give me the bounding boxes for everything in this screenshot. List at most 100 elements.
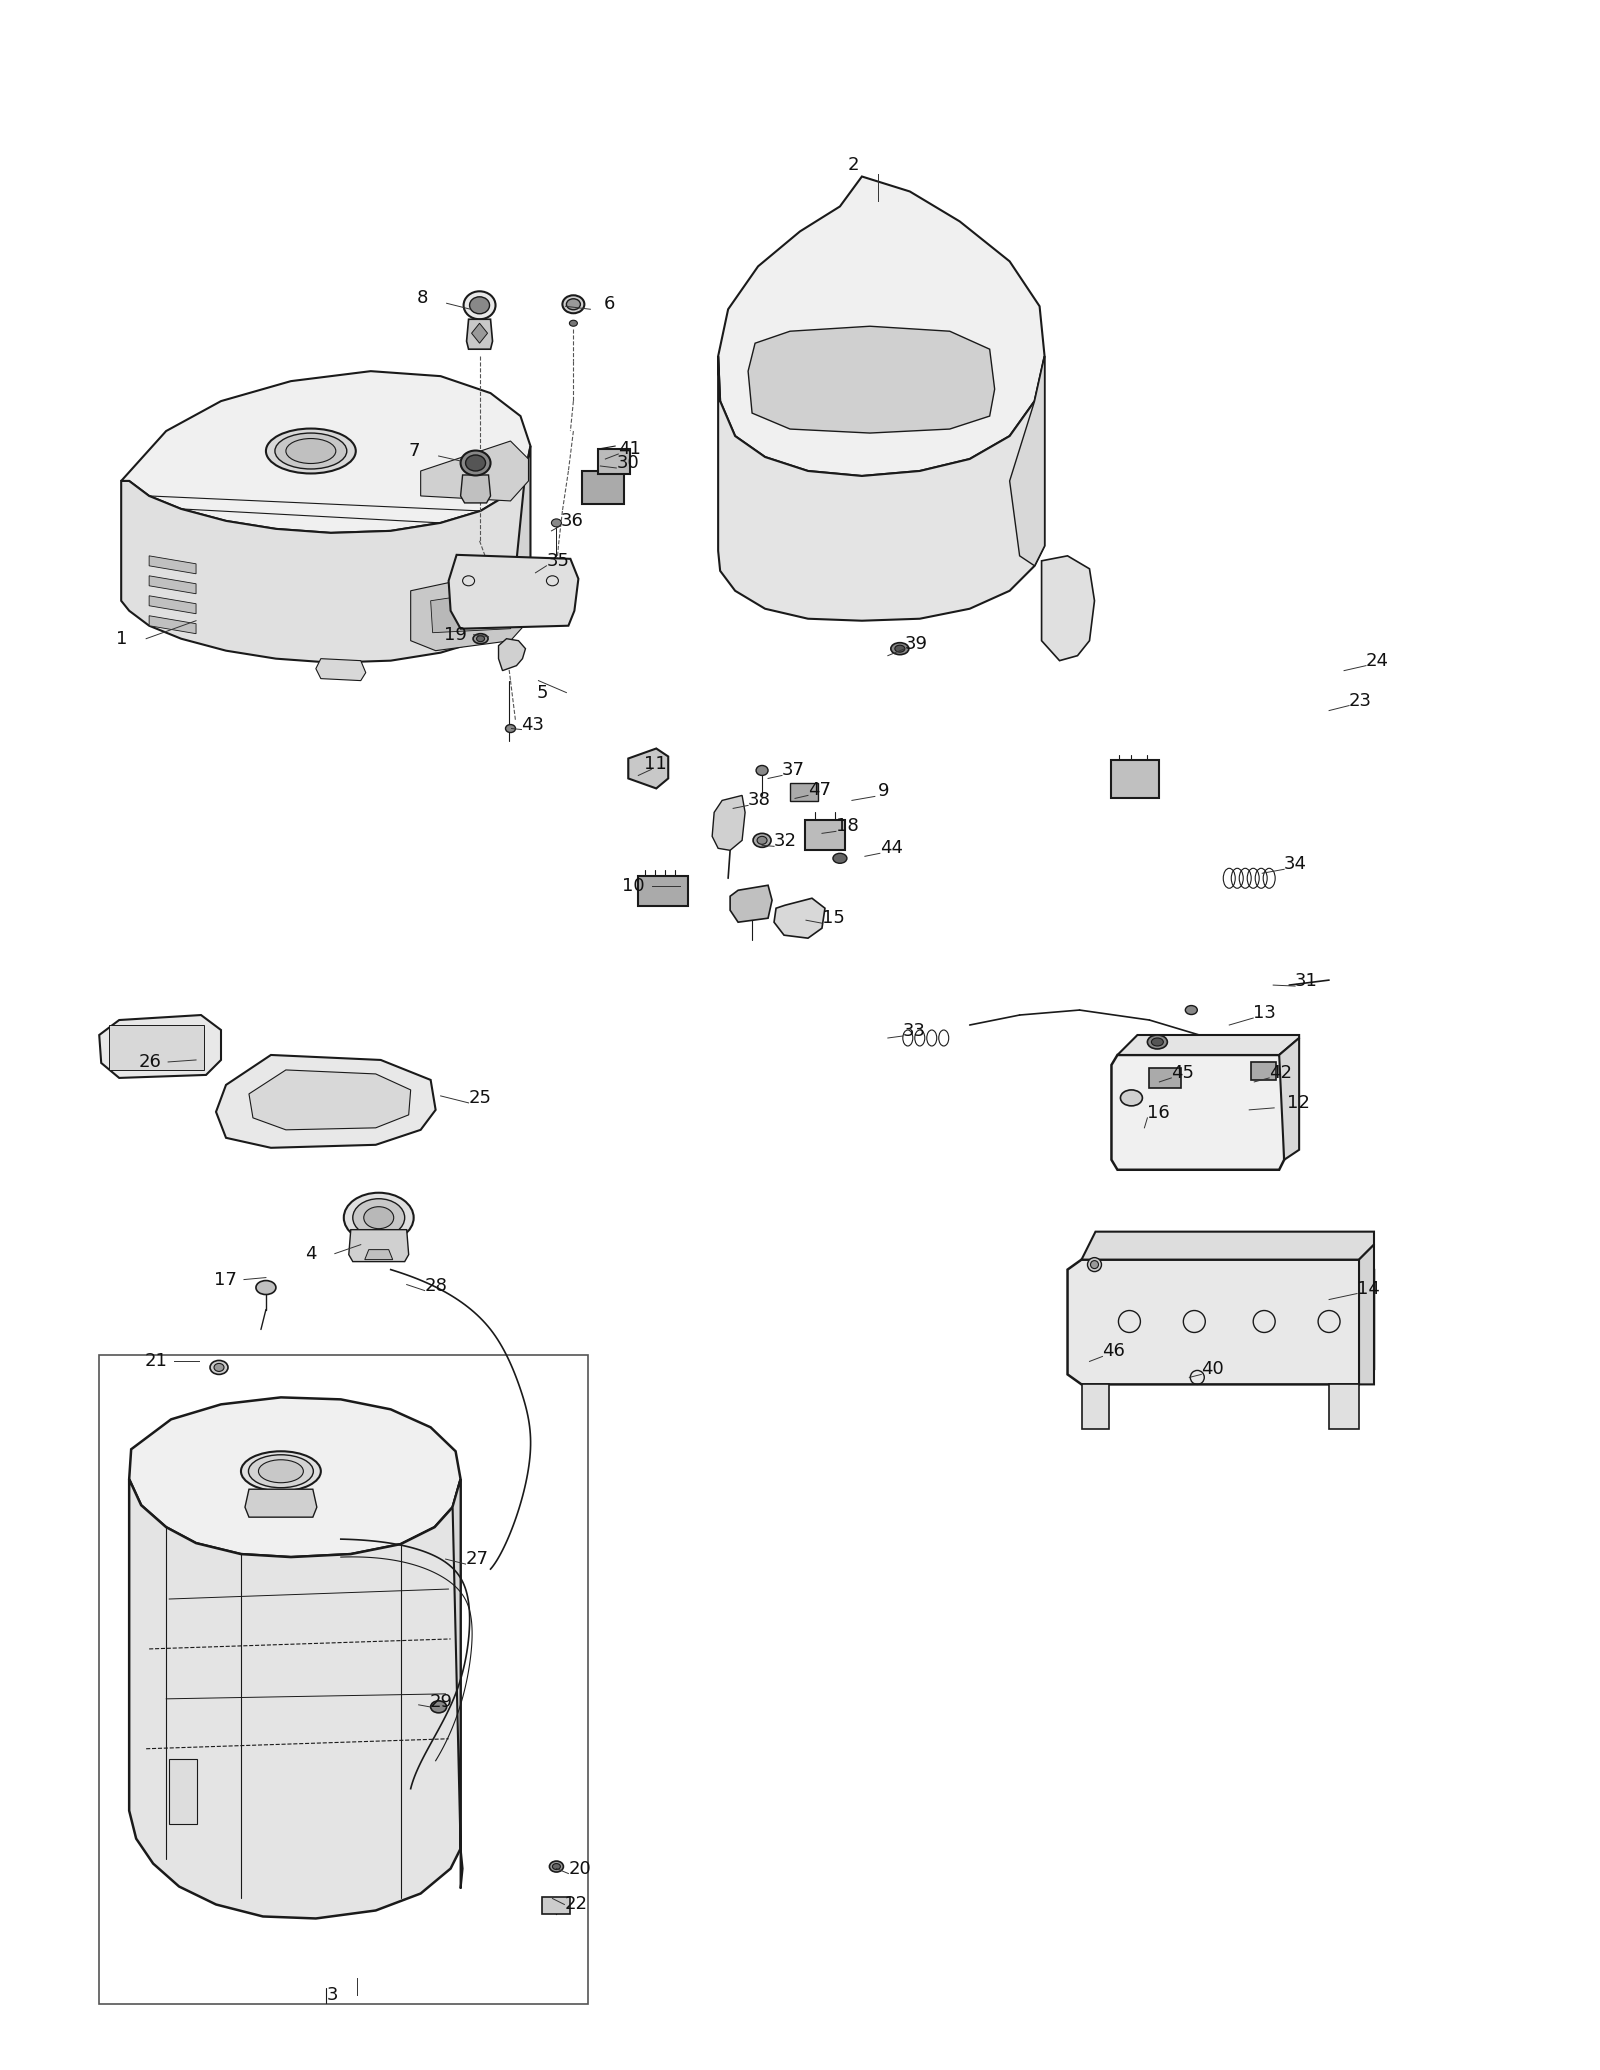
- Ellipse shape: [1120, 1091, 1142, 1105]
- Ellipse shape: [891, 642, 909, 654]
- Text: 12: 12: [1286, 1093, 1310, 1112]
- Text: 26: 26: [138, 1054, 162, 1070]
- Text: 39: 39: [906, 635, 928, 652]
- Ellipse shape: [344, 1192, 414, 1242]
- Ellipse shape: [286, 439, 336, 464]
- Ellipse shape: [266, 428, 355, 474]
- Ellipse shape: [259, 1459, 304, 1482]
- Polygon shape: [718, 176, 1045, 476]
- Polygon shape: [315, 658, 366, 681]
- Ellipse shape: [1091, 1261, 1099, 1269]
- Polygon shape: [1067, 1261, 1374, 1385]
- Text: 32: 32: [774, 832, 797, 851]
- Ellipse shape: [757, 766, 768, 776]
- Ellipse shape: [469, 296, 490, 315]
- Text: 28: 28: [424, 1277, 448, 1294]
- Polygon shape: [130, 1480, 461, 1919]
- Text: 25: 25: [469, 1089, 491, 1107]
- Polygon shape: [1278, 1037, 1299, 1159]
- Ellipse shape: [754, 834, 771, 847]
- Text: 20: 20: [568, 1859, 590, 1877]
- Ellipse shape: [1186, 1006, 1197, 1014]
- Polygon shape: [730, 886, 773, 923]
- Text: 17: 17: [214, 1271, 237, 1288]
- Polygon shape: [499, 640, 525, 671]
- Text: 33: 33: [902, 1023, 926, 1039]
- Polygon shape: [718, 356, 1045, 621]
- Text: 24: 24: [1366, 652, 1389, 671]
- Text: 5: 5: [536, 683, 547, 702]
- Text: 8: 8: [416, 290, 429, 306]
- Polygon shape: [1082, 1232, 1374, 1261]
- Ellipse shape: [242, 1451, 322, 1490]
- Polygon shape: [130, 1397, 461, 1557]
- Polygon shape: [149, 615, 197, 633]
- Text: 23: 23: [1349, 691, 1373, 710]
- Polygon shape: [149, 575, 197, 594]
- Text: 47: 47: [808, 782, 830, 799]
- Text: 35: 35: [547, 553, 570, 569]
- Bar: [1112, 760, 1160, 799]
- Text: 41: 41: [618, 441, 642, 457]
- Polygon shape: [245, 1488, 317, 1517]
- Ellipse shape: [275, 433, 347, 470]
- Polygon shape: [712, 795, 746, 851]
- Ellipse shape: [563, 296, 584, 313]
- Text: 37: 37: [782, 762, 805, 780]
- Ellipse shape: [464, 292, 496, 319]
- Polygon shape: [1112, 1056, 1285, 1170]
- Ellipse shape: [461, 451, 491, 476]
- Bar: [542, 1896, 570, 1915]
- Polygon shape: [629, 749, 669, 789]
- Text: 22: 22: [565, 1896, 587, 1913]
- Bar: [582, 472, 624, 503]
- Ellipse shape: [570, 321, 578, 327]
- Polygon shape: [149, 557, 197, 573]
- Text: 43: 43: [522, 716, 544, 733]
- Polygon shape: [1082, 1385, 1109, 1428]
- Polygon shape: [1010, 356, 1045, 565]
- Polygon shape: [250, 1070, 411, 1130]
- Text: 42: 42: [1269, 1064, 1293, 1083]
- Bar: [1149, 1068, 1181, 1089]
- Ellipse shape: [477, 635, 485, 642]
- Ellipse shape: [352, 1199, 405, 1236]
- Polygon shape: [472, 323, 488, 344]
- Ellipse shape: [214, 1364, 224, 1372]
- Bar: [790, 782, 818, 801]
- Text: 46: 46: [1102, 1343, 1125, 1360]
- Text: 6: 6: [603, 296, 614, 313]
- Bar: [109, 1025, 205, 1070]
- Ellipse shape: [506, 724, 515, 733]
- Text: 44: 44: [880, 838, 902, 857]
- Text: 31: 31: [1294, 973, 1318, 989]
- Text: 40: 40: [1202, 1360, 1224, 1379]
- Bar: [170, 1760, 197, 1824]
- Polygon shape: [99, 1014, 221, 1078]
- Polygon shape: [467, 319, 493, 350]
- Polygon shape: [122, 472, 531, 662]
- Text: 14: 14: [1357, 1279, 1379, 1298]
- Polygon shape: [774, 898, 826, 938]
- Text: 9: 9: [878, 782, 890, 801]
- Polygon shape: [122, 371, 531, 532]
- Ellipse shape: [430, 1702, 446, 1712]
- Polygon shape: [1042, 557, 1094, 660]
- Polygon shape: [749, 327, 995, 433]
- Bar: [805, 820, 845, 851]
- Text: 1: 1: [117, 629, 128, 648]
- Polygon shape: [1117, 1035, 1299, 1056]
- Polygon shape: [216, 1056, 435, 1147]
- Text: 21: 21: [144, 1352, 166, 1370]
- Text: 34: 34: [1285, 855, 1307, 874]
- Ellipse shape: [894, 646, 906, 652]
- Ellipse shape: [552, 1863, 560, 1869]
- Text: 30: 30: [616, 453, 638, 472]
- Polygon shape: [411, 575, 528, 650]
- Polygon shape: [510, 445, 531, 621]
- Text: 18: 18: [835, 818, 859, 836]
- Text: 11: 11: [645, 756, 667, 774]
- Polygon shape: [349, 1230, 408, 1261]
- Ellipse shape: [1088, 1259, 1101, 1271]
- Polygon shape: [448, 555, 578, 629]
